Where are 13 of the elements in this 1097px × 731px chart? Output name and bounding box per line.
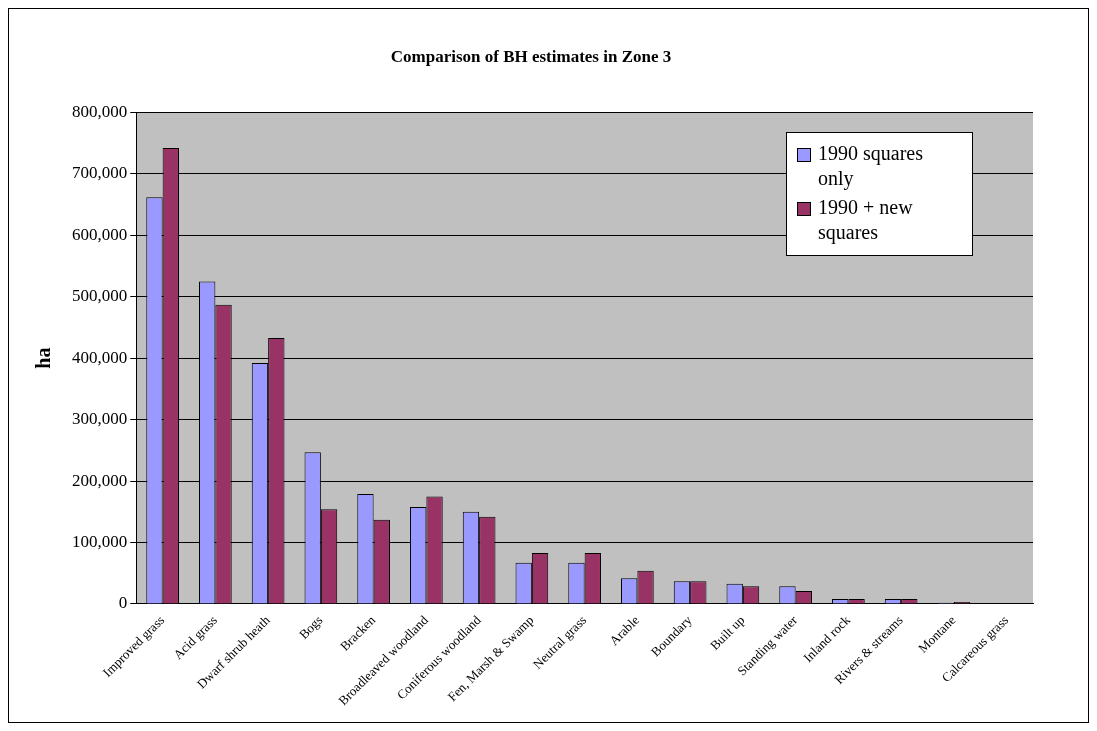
y-tick-label: 800,000 xyxy=(72,101,128,121)
chart-title: Comparison of BH estimates in Zone 3 xyxy=(390,46,672,66)
y-tick-label: 600,000 xyxy=(72,224,128,244)
y-tick-label: 400,000 xyxy=(72,347,128,367)
y-tick-label: 200,000 xyxy=(72,470,128,490)
y-tick-label: 100,000 xyxy=(72,531,128,551)
y-tick-label: 0 xyxy=(118,593,128,613)
y-tick-label: 500,000 xyxy=(72,286,128,306)
legend-label: 1990 squares only xyxy=(818,141,924,192)
y-tick-label: 300,000 xyxy=(72,409,128,429)
y-tick-label: 700,000 xyxy=(72,163,128,183)
y-axis-title: ha xyxy=(32,347,55,369)
legend-label: 1990 + new squares xyxy=(818,195,914,246)
